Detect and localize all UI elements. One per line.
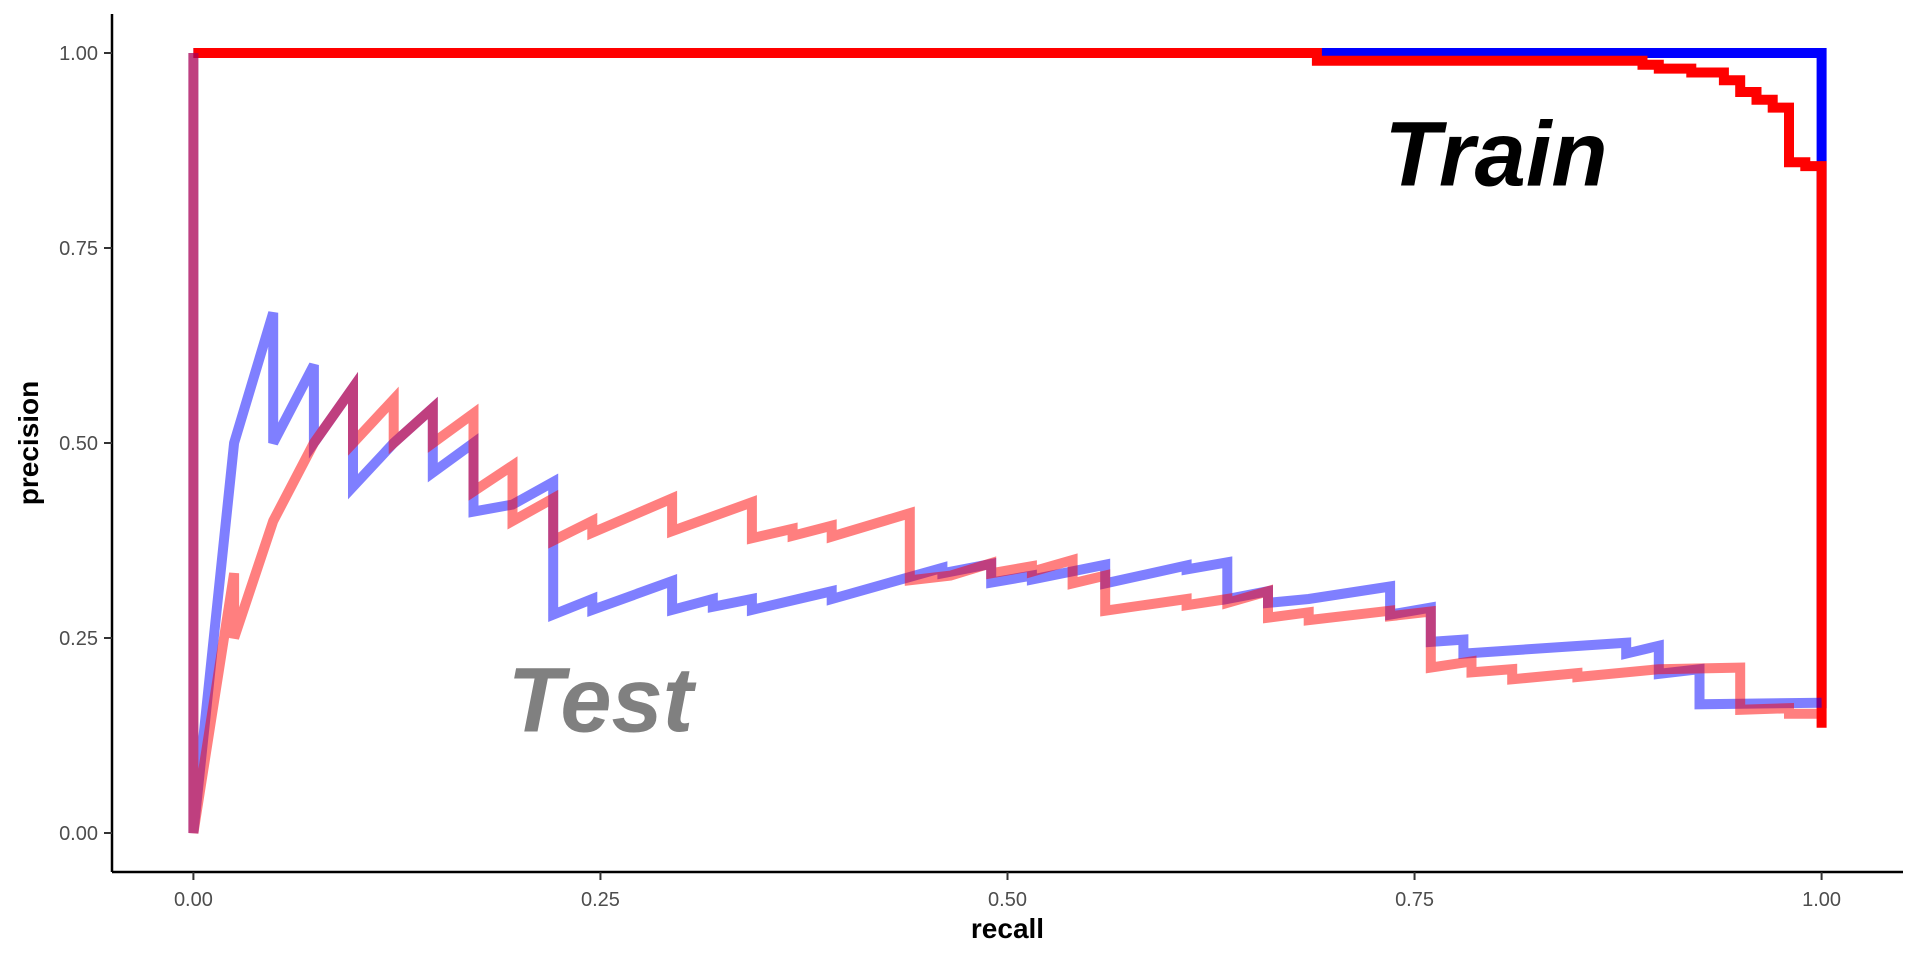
- tick-layer: 0.00 0.25 0.50 0.75 1.00 0.00 0.25 0.50 0.75 1.00: [59, 43, 1841, 911]
- x-tick-label: 0.25: [581, 889, 620, 911]
- series-layer: [188, 48, 1827, 834]
- x-tick-label: 0.00: [174, 889, 213, 911]
- y-tick-label: 0.00: [59, 823, 98, 845]
- annotation-layer: Train Test: [508, 104, 1608, 752]
- x-tick-label: 1.00: [1802, 889, 1841, 911]
- series-line-2: [193, 48, 1827, 728]
- series-line-4: [188, 53, 1822, 834]
- y-tick-label: 0.75: [59, 238, 98, 260]
- y-tick-label: 0.50: [59, 433, 98, 455]
- x-tick-label: 0.75: [1395, 889, 1434, 911]
- x-axis-title: recall: [971, 913, 1044, 944]
- annotation-test: Test: [508, 650, 697, 752]
- y-tick-label: 0.25: [59, 628, 98, 650]
- y-tick-label: 1.00: [59, 43, 98, 65]
- axes-layer: [110, 14, 1903, 874]
- y-axis-title: precision: [13, 381, 44, 505]
- annotation-train: Train: [1384, 104, 1607, 206]
- x-tick-label: 0.50: [988, 889, 1027, 911]
